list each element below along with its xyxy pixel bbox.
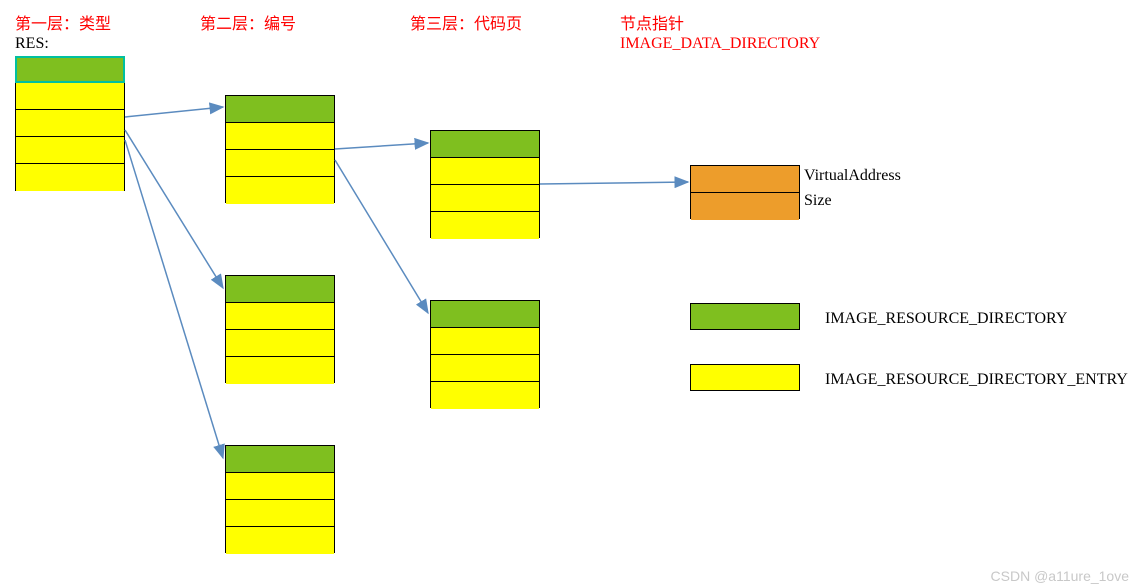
block-L2b-row-0 (226, 276, 334, 303)
header-col4: 节点指针 (620, 10, 684, 34)
block-L2a-row-2 (226, 150, 334, 177)
block-L3b-row-3 (431, 382, 539, 409)
legend-label-green: IMAGE_RESOURCE_DIRECTORY (825, 310, 1067, 328)
block-L1-row-1 (16, 83, 124, 110)
block-L2a (225, 95, 335, 203)
watermark: CSDN @a11ure_1ove (991, 568, 1129, 584)
block-L1 (15, 56, 125, 191)
res-label: RES: (15, 35, 49, 53)
legend-swatch-yellow (690, 364, 800, 391)
block-L3b (430, 300, 540, 408)
legend-label-yellow: IMAGE_RESOURCE_DIRECTORY_ENTRY (825, 371, 1128, 389)
block-L3b-row-2 (431, 355, 539, 382)
block-L4-row-1 (691, 193, 799, 220)
field-virtualaddress: VirtualAddress (804, 167, 901, 185)
block-L4-row-0 (691, 166, 799, 193)
legend-swatch-green (690, 303, 800, 330)
arrow-0 (125, 107, 223, 117)
header-col1: 第一层：类型 (15, 10, 111, 34)
header-col2: 第二层：编号 (200, 10, 296, 34)
arrow-5 (540, 182, 688, 184)
arrow-3 (335, 143, 428, 149)
block-L3a (430, 130, 540, 238)
block-L3a-row-2 (431, 185, 539, 212)
block-L2b-row-1 (226, 303, 334, 330)
block-L2c-row-0 (226, 446, 334, 473)
block-L4 (690, 165, 800, 219)
block-L1-row-4 (16, 164, 124, 191)
header-col3: 第三层：代码页 (410, 10, 522, 34)
field-size: Size (804, 192, 832, 210)
block-L2c-row-1 (226, 473, 334, 500)
block-L2c-row-3 (226, 527, 334, 554)
block-L1-row-3 (16, 137, 124, 164)
block-L3a-row-3 (431, 212, 539, 239)
block-L2c (225, 445, 335, 553)
arrow-1 (125, 130, 223, 288)
header-col4-sub: IMAGE_DATA_DIRECTORY (620, 35, 820, 53)
block-L2b-row-3 (226, 357, 334, 384)
block-L2b (225, 275, 335, 383)
block-L1-row-2 (16, 110, 124, 137)
arrows-layer (0, 0, 1141, 588)
block-L2c-row-2 (226, 500, 334, 527)
block-L3a-row-0 (431, 131, 539, 158)
block-L2a-row-0 (226, 96, 334, 123)
arrow-4 (335, 160, 428, 313)
block-L3b-row-1 (431, 328, 539, 355)
block-L2a-row-3 (226, 177, 334, 204)
block-L2a-row-1 (226, 123, 334, 150)
block-L3a-row-1 (431, 158, 539, 185)
arrow-2 (125, 140, 223, 458)
block-L2b-row-2 (226, 330, 334, 357)
block-L3b-row-0 (431, 301, 539, 328)
block-L1-row-0 (15, 56, 125, 83)
